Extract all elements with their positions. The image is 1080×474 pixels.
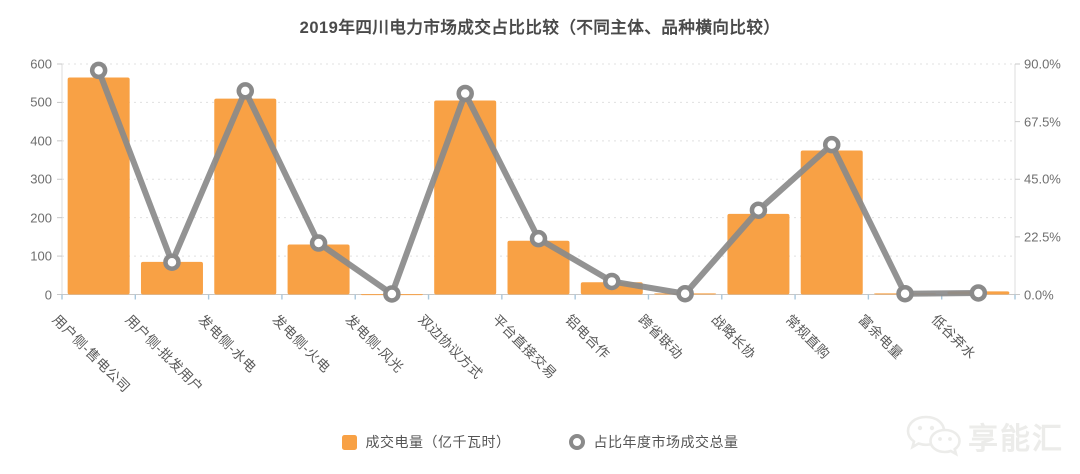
line-series-marker-icon — [568, 434, 585, 450]
line-point-用户侧-售电公司[interactable] — [89, 61, 108, 80]
line-point-发电侧-火电[interactable] — [309, 234, 328, 252]
line-point-铝电合作[interactable] — [603, 272, 621, 291]
line-point-常规直购[interactable] — [822, 135, 841, 154]
legend-item-line-series[interactable]: 占比年度市场成交总量 — [568, 432, 739, 452]
line-point-发电侧-风光[interactable] — [383, 285, 401, 303]
bar-发电侧-火电[interactable] — [287, 244, 350, 295]
y-axis-right-tick-label: 45.0% — [1024, 171, 1061, 187]
bar-平台直接交易[interactable] — [507, 240, 570, 295]
y-axis-left-tick-label: 100 — [30, 248, 52, 264]
y-axis-right-tick-label: 67.5% — [1024, 114, 1061, 130]
bar-用户侧-批发用户[interactable] — [140, 261, 203, 295]
line-point-用户侧-批发用户[interactable] — [163, 253, 181, 271]
y-axis-left-tick-label: 200 — [30, 210, 52, 226]
line-point-双边协议方式[interactable] — [456, 84, 474, 103]
legend: 成交电量（亿千瓦时） 占比年度市场成交总量 — [0, 432, 1080, 452]
line-point-发电侧-水电[interactable] — [236, 82, 255, 100]
legend-item-bar-series[interactable]: 成交电量（亿千瓦时） — [341, 432, 511, 452]
legend-line-label: 占比年度市场成交总量 — [593, 434, 739, 450]
y-axis-left-tick-label: 600 — [30, 56, 52, 72]
bar-常规直购[interactable] — [800, 150, 863, 295]
bar-series-swatch-icon — [341, 434, 357, 450]
bar-双边协议方式[interactable] — [434, 100, 497, 295]
line-point-平台直接交易[interactable] — [529, 229, 548, 248]
legend-bar-label: 成交电量（亿千瓦时） — [365, 434, 511, 450]
y-axis-left-tick-label: 400 — [30, 133, 52, 149]
line-point-跨省联动[interactable] — [676, 284, 694, 303]
y-axis-left-tick-label: 0 — [44, 287, 52, 302]
line-point-低谷弃水[interactable] — [969, 284, 988, 302]
line-point-战略长协[interactable] — [749, 201, 768, 219]
line-point-富余电量[interactable] — [896, 284, 914, 303]
bar-用户侧-售电公司[interactable] — [67, 77, 130, 295]
y-axis-right-tick-label: 90.0% — [1024, 56, 1061, 72]
y-axis-right-tick-label: 22.5% — [1024, 229, 1061, 245]
bar-战略长协[interactable] — [727, 213, 790, 295]
y-axis-left-tick-label: 500 — [30, 94, 52, 110]
bar-发电侧-水电[interactable] — [214, 98, 277, 295]
y-axis-left-tick-label: 300 — [30, 171, 52, 187]
y-axis-right-tick-label: 0.0% — [1024, 287, 1054, 302]
chart-title: 2019年四川电力市场成交占比比较（不同主体、品种横向比较） — [299, 19, 781, 37]
